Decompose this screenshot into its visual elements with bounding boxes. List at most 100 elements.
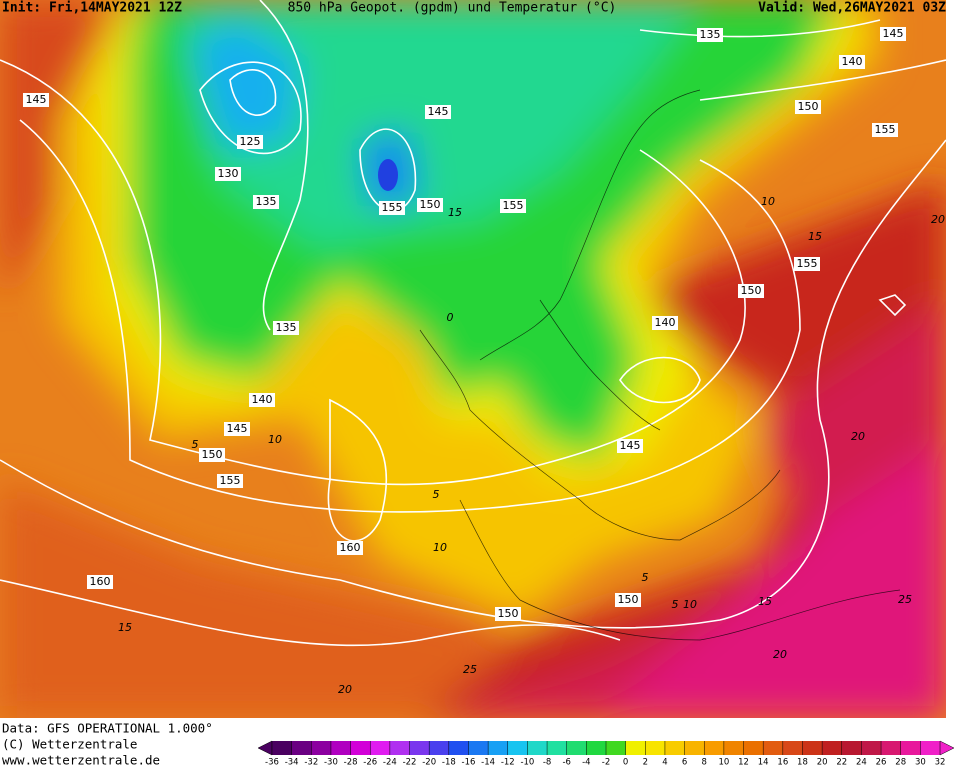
colorbar-swatch <box>881 741 902 755</box>
colorbar-tick-label: 18 <box>797 758 808 768</box>
colorbar: -36 -34 -32 -30 -28 -26 -24 -22 -20 -18 -16 -14 -12-… <box>257 740 955 768</box>
init-time: Init: Fri,14MAY2021 12Z <box>2 1 182 16</box>
colorbar-tick-label: 20 <box>817 758 828 768</box>
geopotential-label: 150 <box>498 607 519 620</box>
contour-label-box <box>249 393 275 407</box>
geopotential-label: 155 <box>220 474 241 487</box>
geopotential-label: 145 <box>227 422 248 435</box>
contour-label-box <box>237 135 263 149</box>
colorbar-swatch <box>547 741 568 755</box>
colorbar-tick-label: -28 <box>344 758 358 768</box>
contour-label-box <box>337 541 363 555</box>
colorbar-swatch <box>488 741 509 755</box>
contour-label-box <box>273 321 299 335</box>
colorbar-tick-label: 32 <box>935 758 946 768</box>
website: www.wetterzentrale.de <box>2 753 160 768</box>
geopotential-label: 150 <box>202 448 223 461</box>
geopotential-contours <box>0 0 946 647</box>
contour-label-box <box>738 284 764 298</box>
contour-label-box <box>697 28 723 42</box>
colorbar-tick-label: -34 <box>285 758 299 768</box>
colorbar-swatch <box>429 741 450 755</box>
colorbar-swatch <box>350 741 371 755</box>
header: Init: Fri,14MAY2021 12Z 850 hPa Geopot. … <box>2 1 946 16</box>
colorbar-tick-label: -30 <box>324 758 338 768</box>
contour-label-box <box>795 100 821 114</box>
geopotential-label: 140 <box>655 316 676 329</box>
colorbar-tick-label: -36 <box>265 758 279 768</box>
temperature-label: 5 <box>433 488 440 501</box>
colorbar-tick-label: 4 <box>662 758 667 768</box>
geopotential-label: 155 <box>797 257 818 270</box>
colorbar-tick-label: -16 <box>462 758 476 768</box>
colorbar-arrow-low <box>257 740 273 756</box>
colorbar-tick-label: 26 <box>876 758 887 768</box>
temperature-label: 15 <box>808 230 822 243</box>
temperature-label: 5 <box>672 598 679 611</box>
geopotential-label: 155 <box>382 201 403 214</box>
colorbar-swatch <box>586 741 607 755</box>
colorbar-swatch <box>448 741 469 755</box>
colorbar-tick-label: -6 <box>562 758 570 768</box>
colorbar-tick-label: -4 <box>582 758 590 768</box>
colorbar-swatch <box>468 741 489 755</box>
contour-label-box <box>500 199 526 213</box>
colorbar-swatch <box>664 741 685 755</box>
colorbar-tick-label: 2 <box>643 758 648 768</box>
colorbar-tick-label: -8 <box>543 758 551 768</box>
temperature-label: 10 <box>683 598 697 611</box>
geopotential-label: 155 <box>503 199 524 212</box>
contour-label-box <box>253 195 279 209</box>
geopotential-label: 155 <box>875 123 896 136</box>
coastlines <box>419 89 901 641</box>
colorbar-swatch <box>409 741 430 755</box>
colorbar-tick-label: 8 <box>702 758 707 768</box>
colorbar-swatch <box>311 741 332 755</box>
contour-label-box <box>23 93 49 107</box>
temperature-label: 10 <box>268 433 282 446</box>
colorbar-tick-label: 0 <box>623 758 628 768</box>
colorbar-swatch <box>389 741 410 755</box>
colorbar-swatch <box>606 741 626 755</box>
geopotential-label: 160 <box>90 575 111 588</box>
colorbar-tick-label: -12 <box>501 758 515 768</box>
colorbar-swatch <box>527 741 548 755</box>
colorbar-tick-label: 6 <box>682 758 687 768</box>
valid-time: Valid: Wed,26MAY2021 03Z <box>758 1 946 16</box>
contour-label-box <box>615 593 641 607</box>
temperature-label: 25 <box>463 663 477 676</box>
contour-label-box <box>872 123 898 137</box>
contour-label-box <box>652 316 678 330</box>
geopotential-label: 150 <box>741 284 762 297</box>
colorbar-swatch <box>743 741 764 755</box>
contour-label-box <box>794 257 820 271</box>
contour-label-box <box>425 105 451 119</box>
colorbar-swatch <box>704 741 725 755</box>
geopotential-label: 145 <box>620 439 641 452</box>
colorbar-tick-label: -18 <box>442 758 456 768</box>
colorbar-swatch <box>861 741 882 755</box>
colorbar-swatch <box>507 741 528 755</box>
colorbar-tick-label: -32 <box>304 758 318 768</box>
geopotential-label: 150 <box>618 593 639 606</box>
colorbar-tick-label: -2 <box>602 758 610 768</box>
colorbar-tick-label: 16 <box>777 758 788 768</box>
data-source: Data: GFS OPERATIONAL 1.000° <box>2 721 213 736</box>
copyright: (C) Wetterzentrale <box>2 737 137 752</box>
colorbar-tick-label: 12 <box>738 758 749 768</box>
colorbar-tick-label: 22 <box>836 758 847 768</box>
temperature-label: 15 <box>118 621 132 634</box>
colorbar-swatch <box>782 741 803 755</box>
colorbar-swatch <box>763 741 784 755</box>
geopotential-label: 150 <box>420 198 441 211</box>
contour-label-box <box>495 607 521 621</box>
temperature-label: 15 <box>448 206 462 219</box>
colorbar-swatch <box>370 741 391 755</box>
geopotential-label: 150 <box>798 100 819 113</box>
contour-label-box <box>417 198 443 212</box>
temperature-label: 5 <box>192 438 199 451</box>
contour-label-box <box>379 201 405 215</box>
geopotential-label: 140 <box>252 393 273 406</box>
